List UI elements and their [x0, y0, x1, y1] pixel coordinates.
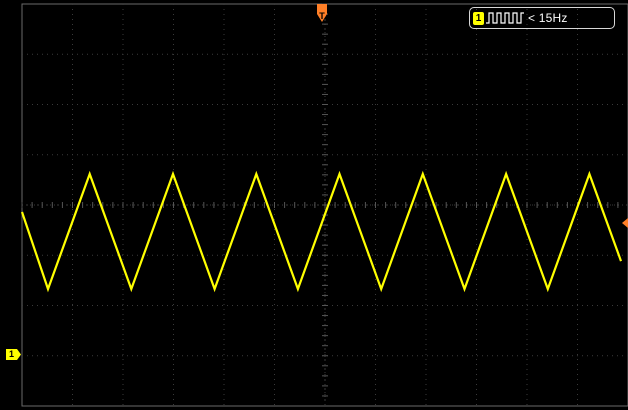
- pulse-train-icon: [486, 12, 524, 24]
- channel-1-ground-marker[interactable]: [6, 349, 21, 360]
- frequency-readout[interactable]: 1 < 15Hz: [469, 7, 615, 29]
- trigger-position-marker[interactable]: [317, 4, 327, 22]
- frequency-value: < 15Hz: [528, 11, 568, 25]
- channel-1-trace: [20, 170, 623, 293]
- trigger-level-marker[interactable]: [622, 218, 628, 228]
- graticule: [21, 3, 628, 407]
- trigger-marker-label: T: [319, 11, 325, 21]
- channel-1-marker-label: 1: [8, 349, 14, 359]
- channel-badge: 1: [473, 11, 484, 25]
